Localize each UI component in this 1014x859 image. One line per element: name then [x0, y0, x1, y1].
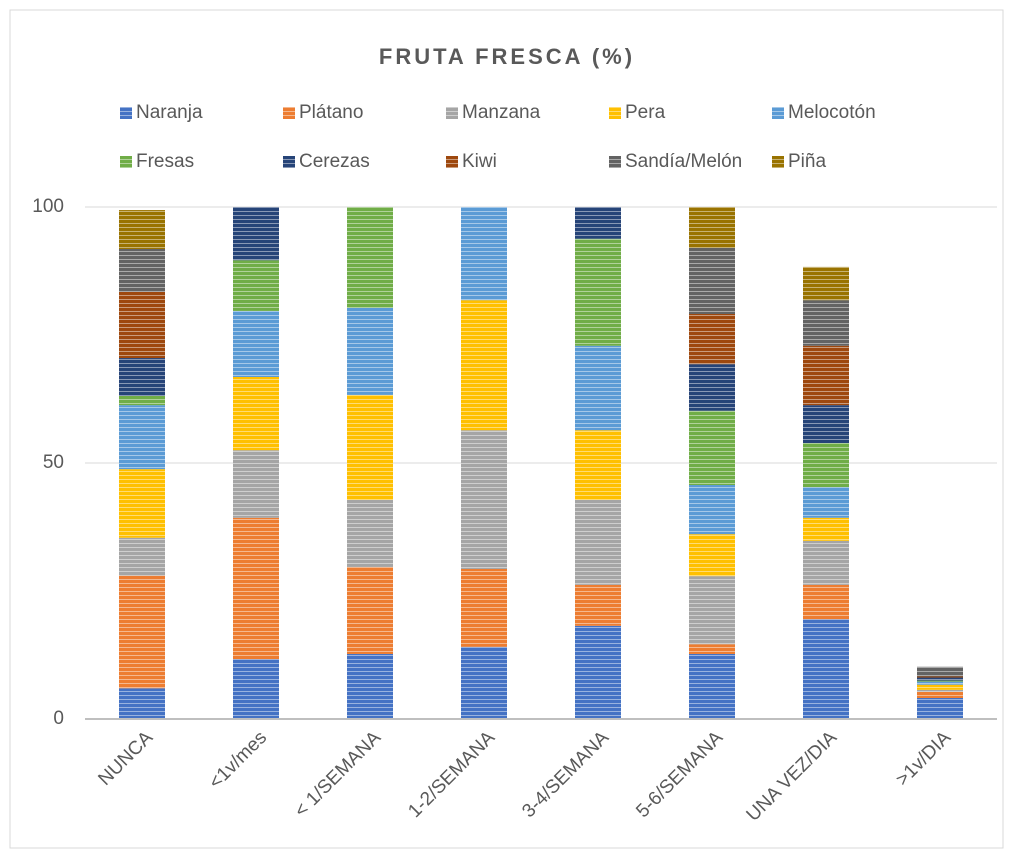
chart-title: FRUTA FRESCA (%): [379, 44, 635, 69]
bar-texture: [917, 681, 963, 685]
bar-texture: [233, 376, 279, 451]
bar-texture: [917, 684, 963, 690]
legend-label: Melocotón: [788, 102, 876, 123]
bar-texture: [233, 517, 279, 660]
bar-texture: [917, 691, 963, 699]
bar-texture: [461, 207, 507, 301]
y-tick-label: 100: [32, 196, 64, 217]
bar-texture: [461, 430, 507, 569]
bar-texture: [119, 248, 165, 292]
legend-label: Manzana: [462, 102, 541, 123]
bar-texture: [575, 625, 621, 719]
bar-texture: [233, 207, 279, 261]
bar-texture: [803, 619, 849, 719]
bar-texture: [347, 566, 393, 654]
bar-texture: [119, 688, 165, 719]
bar-texture: [689, 485, 735, 535]
bar-texture: [803, 443, 849, 488]
legend-label: Naranja: [136, 102, 203, 123]
legend-label: Pera: [625, 102, 666, 123]
bar-texture: [347, 499, 393, 567]
bar-texture: [347, 207, 393, 308]
bar-texture: [119, 575, 165, 689]
bar-texture: [575, 345, 621, 431]
bar-texture: [803, 405, 849, 444]
bar-texture: [233, 260, 279, 311]
bar-texture: [689, 364, 735, 411]
bar-texture: [803, 540, 849, 585]
bar-texture: [575, 238, 621, 346]
bar-texture: [803, 517, 849, 541]
bar-texture: [689, 534, 735, 577]
legend-label: Cerezas: [299, 151, 370, 172]
bar-texture: [119, 405, 165, 470]
legend-swatch-texture: [120, 107, 132, 119]
bar-texture: [803, 345, 849, 406]
bar-texture: [461, 646, 507, 719]
legend-swatch-texture: [446, 107, 458, 119]
bar-texture: [233, 450, 279, 518]
legend-swatch-texture: [120, 156, 132, 168]
bar-texture: [917, 689, 963, 692]
bar-texture: [119, 358, 165, 396]
legend-swatch-texture: [609, 107, 621, 119]
bar-texture: [347, 307, 393, 395]
legend-label: Fresas: [136, 151, 194, 172]
bar-texture: [233, 659, 279, 719]
legend-label: Sandía/Melón: [625, 151, 742, 172]
bar-texture: [689, 207, 735, 248]
legend-swatch-texture: [609, 156, 621, 168]
y-tick-label: 0: [53, 708, 64, 729]
bar-texture: [575, 499, 621, 585]
bar-texture: [689, 653, 735, 719]
legend-swatch-texture: [772, 156, 784, 168]
bar-texture: [119, 469, 165, 538]
legend-swatch-texture: [446, 156, 458, 168]
bar-texture: [575, 584, 621, 626]
legend-swatch-texture: [283, 156, 295, 168]
bar-texture: [917, 676, 963, 678]
bar-texture: [119, 291, 165, 359]
bar-texture: [347, 394, 393, 500]
legend-swatch-texture: [772, 107, 784, 119]
bar-texture: [689, 410, 735, 486]
bar-texture: [119, 210, 165, 249]
bar-texture: [689, 247, 735, 315]
bar-texture: [917, 698, 963, 719]
bar-texture: [575, 430, 621, 500]
legend-label: Kiwi: [462, 151, 497, 172]
bar-texture: [347, 653, 393, 719]
bar-texture: [461, 568, 507, 647]
legend-label: Piña: [788, 151, 826, 172]
bar-texture: [917, 680, 963, 682]
bar-texture: [803, 584, 849, 620]
bar-texture: [803, 487, 849, 518]
bar-texture: [575, 207, 621, 239]
legend-swatch-texture: [283, 107, 295, 119]
bar-texture: [689, 644, 735, 654]
bar-texture: [119, 537, 165, 576]
bar-texture: [461, 300, 507, 431]
bar-texture: [689, 576, 735, 645]
bar-texture: [803, 266, 849, 301]
bar-texture: [119, 395, 165, 406]
bar-texture: [917, 677, 963, 681]
y-tick-label: 50: [43, 452, 64, 473]
bar-texture: [803, 300, 849, 346]
legend-label: Plátano: [299, 102, 363, 123]
bar-texture: [917, 666, 963, 677]
bar-texture: [689, 314, 735, 365]
bar-texture: [233, 310, 279, 377]
